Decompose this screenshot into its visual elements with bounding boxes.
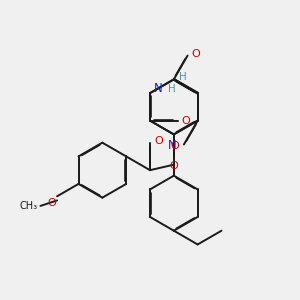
Text: H: H (179, 72, 187, 82)
Text: O: O (47, 198, 56, 208)
Text: N: N (154, 82, 163, 95)
Text: O: O (169, 160, 178, 170)
Text: CH₃: CH₃ (20, 201, 38, 211)
Text: O: O (170, 141, 179, 151)
Text: O: O (182, 116, 190, 126)
Text: O: O (154, 136, 163, 146)
Text: H: H (168, 84, 176, 94)
Text: O: O (192, 49, 200, 59)
Text: N: N (168, 139, 177, 152)
